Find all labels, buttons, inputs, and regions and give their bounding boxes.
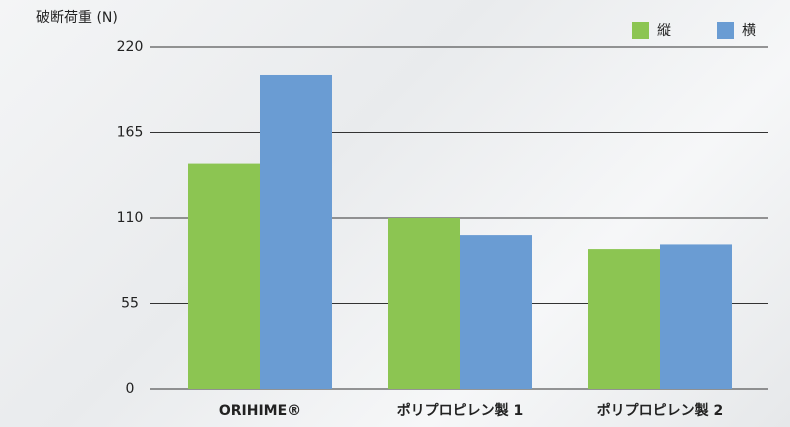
- y-tick-label: 110: [117, 210, 144, 226]
- y-tick-label: 55: [121, 296, 139, 312]
- legend-swatch: [717, 22, 734, 39]
- legend-label: 横: [742, 23, 756, 39]
- x-tick-label: ポリプロピレン製 1: [397, 402, 524, 419]
- legend-label: 縦: [657, 23, 671, 39]
- y-tick-label: 0: [126, 381, 135, 397]
- bar: [588, 249, 660, 389]
- legend-swatch: [632, 22, 649, 39]
- bar: [260, 75, 332, 389]
- bar: [388, 218, 460, 389]
- y-axis-label: 破断荷重 (N): [36, 10, 118, 26]
- y-tick-label: 220: [117, 39, 144, 55]
- bar: [188, 164, 260, 389]
- x-tick-label: ORIHIME®: [219, 403, 301, 419]
- bar: [460, 235, 532, 389]
- x-tick-label: ポリプロピレン製 2: [597, 402, 724, 419]
- chart: 破断荷重 (N) 0 55 110 165 220 ORIHIME® ポリプロピレン製 1 ポ…: [0, 0, 790, 427]
- bar: [660, 244, 732, 389]
- y-tick-label: 165: [117, 125, 144, 141]
